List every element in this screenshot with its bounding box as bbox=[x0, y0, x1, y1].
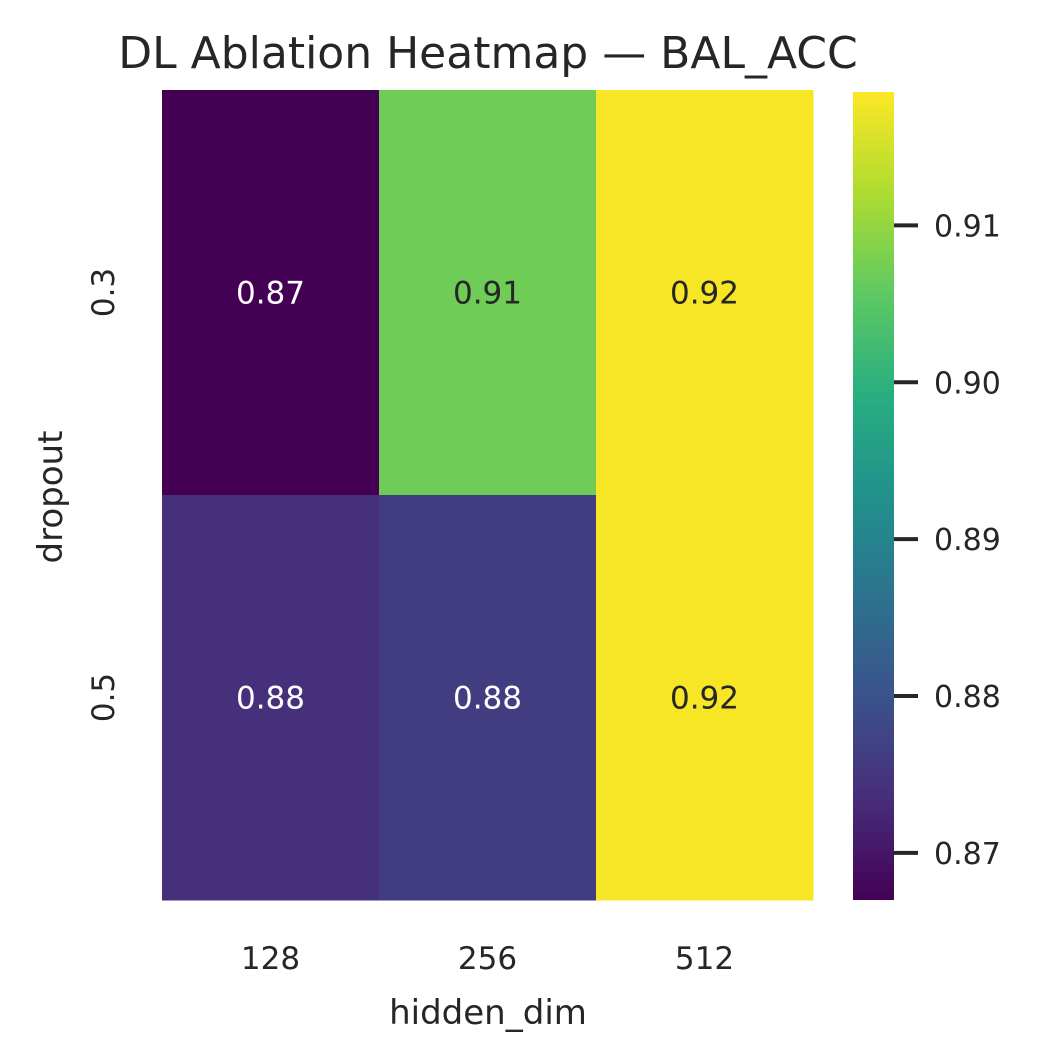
x-tick-label: 128 bbox=[241, 941, 300, 977]
heatmap-cell bbox=[379, 495, 597, 901]
y-tick-label: 0.3 bbox=[86, 268, 122, 317]
colorbar bbox=[853, 92, 894, 900]
cell-value-label: 0.92 bbox=[670, 681, 739, 717]
x-tick-label: 512 bbox=[675, 941, 734, 977]
cell-value-label: 0.88 bbox=[236, 681, 305, 717]
cell-value-label: 0.88 bbox=[453, 681, 522, 717]
heatmap-cell bbox=[379, 90, 597, 496]
y-axis-label: dropout bbox=[31, 431, 71, 564]
x-axis-label: hidden_dim bbox=[389, 993, 587, 1033]
x-axis-ticks: 128 256 512 bbox=[241, 941, 734, 977]
colorbar-ticks: 0.87 0.88 0.89 0.90 0.91 bbox=[894, 209, 1001, 872]
heatmap-cell-labels: 0.87 0.91 0.92 0.88 0.88 0.92 bbox=[236, 276, 739, 717]
heatmap-cells bbox=[162, 90, 814, 901]
colorbar-tick-label: 0.90 bbox=[934, 366, 1001, 401]
heatmap-cell bbox=[596, 495, 814, 901]
heatmap-cell bbox=[162, 495, 380, 901]
cell-value-label: 0.87 bbox=[236, 276, 305, 312]
colorbar-tick-label: 0.88 bbox=[934, 680, 1001, 715]
chart-title: DL Ablation Heatmap — BAL_ACC bbox=[118, 28, 858, 79]
colorbar-tick-label: 0.91 bbox=[934, 209, 1001, 244]
cell-value-label: 0.92 bbox=[670, 276, 739, 312]
y-axis-ticks: 0.3 0.5 bbox=[86, 268, 122, 722]
cell-value-label: 0.91 bbox=[453, 276, 522, 312]
heatmap-cell bbox=[162, 90, 380, 496]
colorbar-tick-label: 0.89 bbox=[934, 523, 1001, 558]
y-tick-label: 0.5 bbox=[86, 673, 122, 722]
colorbar-tick-label: 0.87 bbox=[934, 837, 1001, 872]
heatmap-cell bbox=[596, 90, 814, 496]
x-tick-label: 256 bbox=[458, 941, 517, 977]
